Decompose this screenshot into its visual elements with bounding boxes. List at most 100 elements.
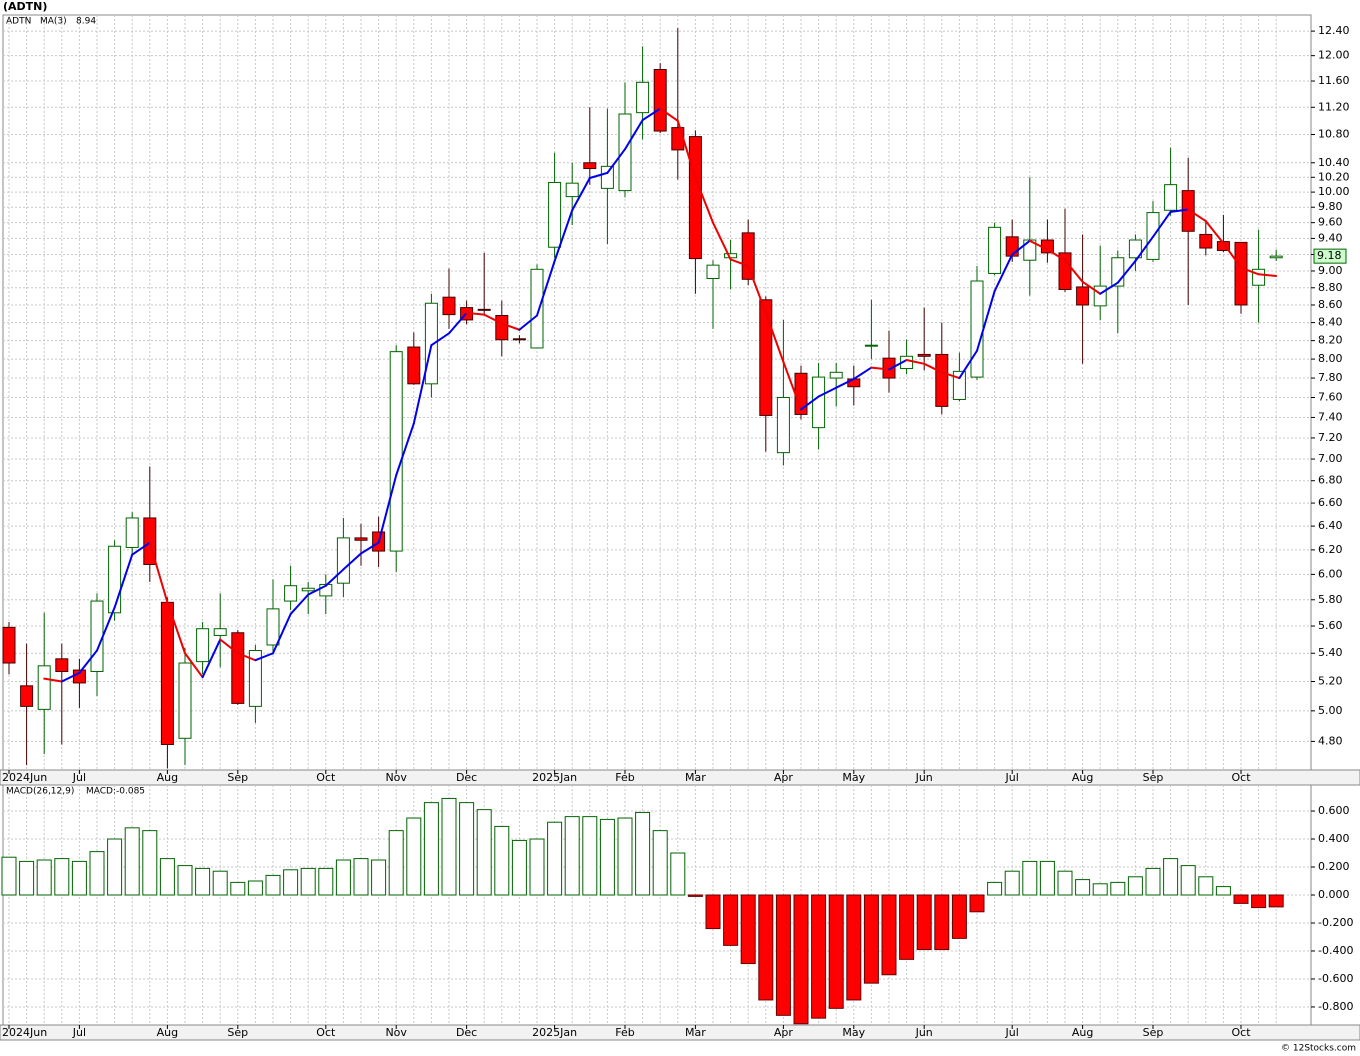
y-tick-label: 11.20	[1318, 100, 1350, 113]
macd-bar	[951, 894, 967, 939]
ma-segment	[1240, 266, 1260, 276]
candle-body	[988, 226, 1002, 274]
macd-bar	[212, 870, 228, 896]
ma-segment	[395, 422, 415, 477]
candle-body	[1269, 255, 1283, 259]
macd-bar	[1, 856, 17, 896]
candle-body	[248, 649, 262, 707]
ma-segment	[606, 148, 626, 174]
ma-segment	[377, 474, 398, 544]
macd-readout: MACD:-0.085	[86, 787, 145, 797]
macd-bar	[811, 894, 827, 1019]
candle-body	[213, 628, 227, 636]
x-tick-label: Jun	[915, 771, 933, 784]
macd-bar	[247, 880, 263, 896]
macd-bar	[1057, 870, 1073, 896]
macd-bar	[617, 817, 633, 896]
x-tick-label: 2024Jun	[2, 771, 47, 784]
candle-body	[776, 396, 790, 454]
candle-body	[829, 371, 843, 379]
macd-bar	[1004, 870, 1020, 896]
candle-body	[1058, 252, 1072, 290]
x-tick-label: Jul	[72, 1026, 86, 1039]
candle-body	[389, 351, 403, 552]
y-tick-label: -0.600	[1318, 972, 1353, 985]
ma-segment	[96, 606, 116, 652]
ma-segment	[940, 371, 961, 380]
ma-segment	[1187, 208, 1207, 223]
candle-body	[565, 182, 579, 198]
y-tick-label: 5.00	[1318, 704, 1343, 717]
macd-bar	[969, 894, 985, 913]
macd-bar	[934, 894, 950, 951]
x-tick-label: Sep	[227, 771, 248, 784]
macd-bar	[89, 851, 105, 896]
x-tick-label: May	[842, 771, 865, 784]
x-tick-label: Jun	[915, 1026, 933, 1039]
symbol-label: ADTN	[6, 17, 31, 27]
candle-body	[530, 268, 544, 349]
x-tick-label: Apr	[774, 771, 794, 784]
macd-bar	[300, 867, 316, 896]
ma-segment	[958, 349, 978, 380]
candle-body	[178, 662, 192, 739]
candle-body	[1199, 233, 1213, 249]
ma-segment	[148, 541, 169, 604]
y-tick-label: 4.80	[1318, 734, 1343, 747]
candle-body	[706, 264, 720, 279]
ma-segment	[1152, 210, 1172, 238]
ma-segment	[817, 386, 838, 398]
ma-segment	[571, 177, 591, 212]
macd-bar	[318, 867, 334, 896]
ma-segment	[254, 652, 274, 662]
x-tick-label: Mar	[685, 1026, 706, 1039]
macd-bar	[124, 827, 140, 896]
x-tick-label: 2025Jan	[532, 1026, 577, 1039]
macd-bar	[564, 816, 580, 896]
macd-bar	[476, 809, 492, 896]
date-strip	[0, 1024, 1360, 1041]
y-tick-label: -0.400	[1318, 944, 1353, 957]
candle-body	[108, 545, 122, 614]
x-tick-label: Apr	[774, 1026, 794, 1039]
macd-bar	[1233, 894, 1249, 904]
x-tick-label: Dec	[456, 1026, 477, 1039]
macd-bar	[828, 894, 844, 1009]
y-tick-label: 10.20	[1318, 170, 1350, 183]
candle-body	[970, 280, 984, 378]
ma-segment	[888, 359, 908, 371]
macd-bar	[511, 839, 527, 896]
ma-segment	[923, 362, 943, 374]
ma-segment	[624, 119, 644, 151]
ma-segment	[360, 541, 380, 555]
price-label-box	[1313, 248, 1347, 264]
ma-segment	[659, 107, 679, 122]
candle-body	[442, 296, 456, 316]
macd-bar	[371, 859, 387, 896]
macd-bar	[881, 894, 897, 976]
x-tick-label: Sep	[1143, 771, 1164, 784]
macd-bar	[1268, 894, 1284, 908]
candle-body	[1005, 236, 1019, 257]
x-tick-label: Jul	[1005, 1026, 1019, 1039]
ma-segment	[1011, 239, 1031, 256]
macd-bar	[1163, 858, 1179, 896]
ma-segment	[1028, 239, 1049, 251]
x-tick-label: Nov	[385, 1026, 407, 1039]
candle-body	[952, 370, 966, 400]
ma-segment	[1081, 280, 1102, 295]
macd-bar	[406, 817, 422, 896]
y-tick-label: 9.40	[1318, 231, 1343, 244]
ma-segment	[500, 322, 521, 331]
macd-bar	[54, 858, 70, 896]
candle-body	[636, 81, 650, 114]
ma-segment	[729, 258, 750, 267]
x-tick-label: Aug	[157, 1026, 178, 1039]
macd-bar	[916, 894, 932, 951]
candle-body	[917, 353, 931, 357]
candle-body	[495, 314, 509, 341]
candle-body	[1164, 184, 1178, 211]
candle-body	[864, 344, 878, 347]
